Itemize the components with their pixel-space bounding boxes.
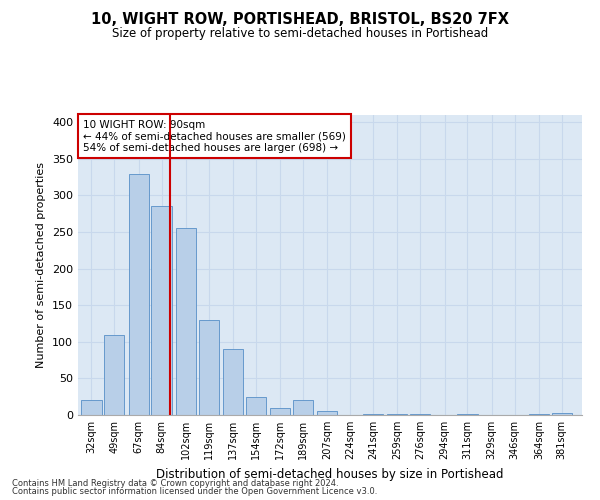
Bar bbox=[457, 414, 478, 415]
Bar bbox=[176, 228, 196, 415]
Bar bbox=[387, 414, 407, 415]
Bar bbox=[529, 414, 549, 415]
Bar bbox=[82, 400, 101, 415]
Bar bbox=[151, 206, 172, 415]
Y-axis label: Number of semi-detached properties: Number of semi-detached properties bbox=[37, 162, 46, 368]
Bar bbox=[363, 414, 383, 415]
Bar bbox=[223, 349, 243, 415]
Bar bbox=[104, 334, 124, 415]
Bar bbox=[293, 400, 313, 415]
Bar bbox=[270, 408, 290, 415]
Text: 10 WIGHT ROW: 90sqm
← 44% of semi-detached houses are smaller (569)
54% of semi-: 10 WIGHT ROW: 90sqm ← 44% of semi-detach… bbox=[83, 120, 346, 152]
Bar bbox=[128, 174, 149, 415]
Bar bbox=[317, 412, 337, 415]
Bar bbox=[246, 396, 266, 415]
Bar bbox=[410, 414, 430, 415]
Bar bbox=[199, 320, 219, 415]
Text: Contains public sector information licensed under the Open Government Licence v3: Contains public sector information licen… bbox=[12, 487, 377, 496]
Text: Size of property relative to semi-detached houses in Portishead: Size of property relative to semi-detach… bbox=[112, 28, 488, 40]
Text: Contains HM Land Registry data © Crown copyright and database right 2024.: Contains HM Land Registry data © Crown c… bbox=[12, 478, 338, 488]
Text: 10, WIGHT ROW, PORTISHEAD, BRISTOL, BS20 7FX: 10, WIGHT ROW, PORTISHEAD, BRISTOL, BS20… bbox=[91, 12, 509, 28]
Bar bbox=[551, 413, 572, 415]
X-axis label: Distribution of semi-detached houses by size in Portishead: Distribution of semi-detached houses by … bbox=[156, 468, 504, 480]
